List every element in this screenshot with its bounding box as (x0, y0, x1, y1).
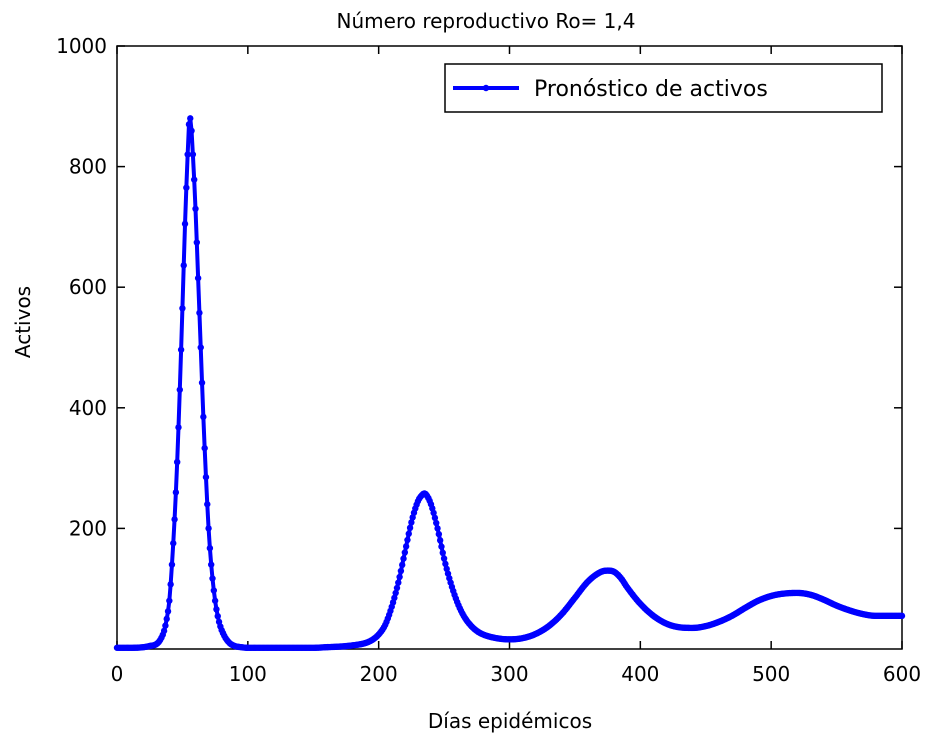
series-line (116, 116, 903, 650)
data-point (434, 525, 441, 532)
data-point (200, 413, 207, 421)
data-point (184, 151, 191, 158)
data-point (196, 309, 203, 317)
data-point (208, 561, 215, 568)
data-point (168, 561, 176, 568)
data-point (396, 573, 403, 581)
data-point (442, 560, 449, 568)
data-point (213, 606, 220, 613)
legend-label: Pronóstico de activos (534, 77, 768, 102)
data-point (431, 514, 439, 522)
data-point (393, 584, 401, 592)
data-point (433, 519, 440, 527)
data-point (192, 205, 199, 213)
data-point (187, 115, 194, 122)
data-point (180, 262, 187, 269)
data-point (436, 537, 444, 544)
y-tick-label: 600 (69, 275, 107, 299)
data-point (405, 530, 412, 537)
x-tick-label: 0 (111, 662, 124, 686)
y-tick-label: 1000 (56, 34, 107, 58)
data-point (166, 597, 173, 604)
axis-ticks: 0 100 200 300 400 500 600 200 400 600 800 1000 (56, 34, 921, 686)
data-point (404, 536, 411, 544)
data-point (197, 344, 204, 351)
data-point (179, 305, 186, 312)
series-markers (113, 115, 906, 651)
legend: Pronóstico de activos (444, 63, 883, 113)
series-layer (113, 115, 906, 651)
y-tick-label: 800 (69, 155, 107, 179)
data-point (202, 473, 210, 481)
data-point (167, 581, 174, 588)
data-point (183, 184, 190, 191)
data-point (440, 555, 448, 562)
data-point (397, 567, 405, 575)
data-point (209, 575, 216, 582)
data-point (401, 549, 409, 556)
x-tick-label: 500 (752, 662, 790, 686)
data-point (392, 589, 399, 597)
data-point (206, 544, 214, 552)
data-point (173, 458, 181, 466)
data-point (194, 274, 202, 282)
data-point (171, 516, 178, 523)
x-tick-label: 600 (883, 662, 921, 686)
x-tick-label: 200 (360, 662, 398, 686)
data-point (175, 424, 182, 431)
data-point (193, 239, 201, 246)
data-point (189, 151, 197, 158)
y-axis-title: Activos (11, 286, 35, 358)
data-point (160, 627, 168, 635)
data-point (176, 386, 183, 393)
data-point (406, 524, 414, 532)
data-point (399, 561, 406, 569)
data-point (898, 612, 906, 620)
data-point (391, 594, 398, 602)
chart-title: Número reproductivo Ro= 1,4 (337, 9, 636, 33)
data-point (435, 530, 443, 538)
x-tick-label: 100 (229, 662, 267, 686)
data-point (430, 509, 437, 517)
data-point (439, 549, 446, 557)
data-point (177, 346, 185, 353)
data-point (214, 612, 221, 620)
data-point (162, 622, 169, 629)
legend-marker (482, 84, 490, 92)
data-point (395, 579, 402, 586)
data-point (188, 127, 195, 134)
data-point (198, 379, 206, 386)
data-point (408, 519, 415, 526)
data-point (438, 543, 445, 550)
plot-frame (116, 45, 903, 650)
data-point (164, 608, 172, 615)
x-tick-label: 400 (621, 662, 659, 686)
data-point (170, 540, 177, 547)
y-tick-label: 400 (69, 396, 107, 420)
data-point (443, 565, 450, 573)
y-tick-label: 200 (69, 516, 107, 540)
x-tick-label: 300 (490, 662, 528, 686)
data-point (210, 587, 218, 594)
data-point (204, 501, 211, 508)
data-point (201, 444, 208, 452)
x-axis-title: Días epidémicos (428, 709, 592, 733)
data-point (181, 220, 189, 228)
data-point (400, 555, 407, 562)
data-point (163, 615, 170, 623)
data-point (185, 121, 193, 128)
data-point (172, 489, 180, 496)
data-point (205, 525, 212, 532)
data-point (402, 543, 410, 550)
data-point (190, 176, 198, 183)
data-point (211, 597, 219, 604)
